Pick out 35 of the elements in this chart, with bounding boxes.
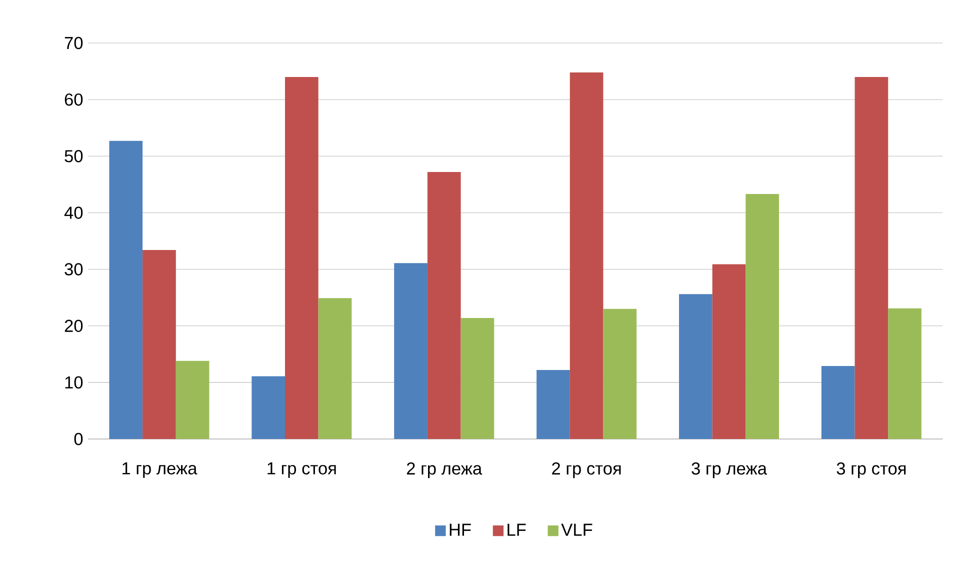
- bar: [854, 76, 888, 439]
- y-tick-label: 40: [64, 206, 83, 219]
- x-tick-label: 1 гр лежа: [122, 462, 198, 478]
- y-tick-label: 0: [74, 432, 83, 446]
- y-tick-label: 20: [64, 320, 83, 332]
- bar: [679, 294, 712, 439]
- y-tick-label: 70: [64, 36, 83, 50]
- bar: [427, 172, 461, 439]
- bar: [142, 250, 176, 439]
- bar: [888, 308, 922, 439]
- x-tick-label: 2 гр стоя: [552, 462, 621, 478]
- x-tick-label: 3 гр стоя: [836, 462, 906, 478]
- bar: [536, 370, 570, 439]
- bar: [570, 72, 604, 439]
- bar: [318, 298, 352, 439]
- bar: [746, 194, 780, 439]
- x-tick-label: 1 гр стоя: [268, 462, 336, 478]
- bar: [109, 140, 143, 439]
- bar: [460, 318, 494, 439]
- y-tick-label: 30: [64, 263, 83, 276]
- y-tick-label: 60: [64, 93, 83, 106]
- bar: [603, 308, 637, 439]
- legend-label: VLF: [561, 524, 592, 536]
- y-tick-label: 50: [64, 150, 83, 162]
- bar: [394, 263, 428, 439]
- legend-label: LF: [508, 524, 526, 536]
- bar: [821, 366, 855, 439]
- bar: [176, 360, 210, 439]
- legend-label: HF: [450, 524, 471, 536]
- x-tick-label: 3 гр лежа: [692, 462, 768, 478]
- bar: [252, 376, 285, 439]
- bar: [285, 76, 318, 439]
- bar: [712, 264, 746, 439]
- x-tick-label: 2 гр лежа: [406, 462, 482, 478]
- y-tick-label: 10: [65, 376, 83, 389]
